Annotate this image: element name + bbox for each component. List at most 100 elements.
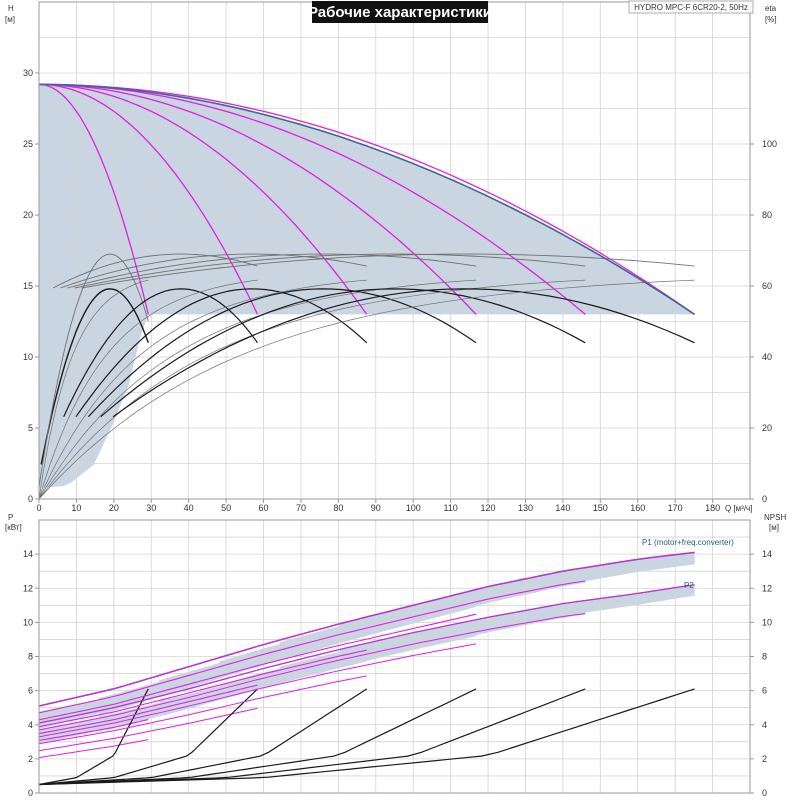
p-axis-label: P — [8, 513, 13, 522]
power-curve-variable-speed-p2-3 — [38, 675, 367, 745]
h-tick-label-25: 25 — [23, 139, 33, 149]
h-tick-label-5: 5 — [28, 423, 33, 433]
efficiency-curve-4 — [67, 253, 477, 289]
q-axis-label: Q [м³/ч] — [725, 504, 752, 513]
eta-tick-label-20: 20 — [762, 423, 772, 433]
head-curve-variable-speed-5 — [38, 83, 586, 315]
power-curve-variable-speed-p2-2 — [38, 707, 258, 752]
system-curve-1 — [38, 279, 149, 500]
frame-layer — [35, 1, 754, 794]
head-curve-fixed-speed-1 — [40, 288, 149, 465]
npsh-tick-label-10: 10 — [762, 617, 772, 627]
q-tick-label-90: 90 — [371, 503, 381, 513]
p-tick-label-4: 4 — [28, 720, 33, 730]
efficiency-curve-6 — [81, 253, 695, 289]
npsh-curve-4 — [38, 688, 477, 786]
power-curve-variable-speed-p2-1 — [38, 739, 149, 759]
head-curve-fixed-speed-2 — [63, 288, 258, 417]
p-tick-label-8: 8 — [28, 652, 33, 662]
system-curve-6 — [38, 279, 695, 500]
efficiency-curve-1 — [38, 253, 149, 487]
p-tick-label-6: 6 — [28, 686, 33, 696]
power-curve-variable-speed-p1-2 — [38, 684, 258, 735]
npsh-curve-1 — [38, 688, 149, 786]
p1-series-label: P1 (motor+freq.converter) — [642, 538, 734, 547]
eta-tick-label-60: 60 — [762, 281, 772, 291]
q-tick-label-60: 60 — [259, 503, 269, 513]
power-curve-variable-speed-p2-4 — [38, 643, 477, 738]
q-tick-label-30: 30 — [146, 503, 156, 513]
p2-series-label: P2 — [684, 581, 694, 590]
head-curve-variable-speed-2 — [38, 83, 259, 315]
npsh-axis-unit: [м] — [769, 523, 779, 532]
curves-layer — [38, 83, 696, 786]
p-tick-label-0: 0 — [28, 788, 33, 798]
system-curve-3 — [38, 279, 367, 500]
eta-tick-label-80: 80 — [762, 210, 772, 220]
operating-region-layer — [39, 84, 695, 745]
power-band-p1-6 — [339, 552, 695, 641]
q-tick-label-10: 10 — [71, 503, 81, 513]
q-tick-label-50: 50 — [221, 503, 231, 513]
eta-tick-label-100: 100 — [762, 139, 777, 149]
head-curve-variable-speed-4 — [38, 83, 477, 315]
q-tick-label-130: 130 — [518, 503, 533, 513]
npsh-tick-label-6: 6 — [762, 686, 767, 696]
head-curve-variable-speed-3 — [38, 83, 368, 315]
eta-axis-unit: [%] — [765, 15, 777, 24]
q-tick-label-150: 150 — [593, 503, 608, 513]
npsh-tick-label-2: 2 — [762, 754, 767, 764]
efficiency-curve-5 — [74, 253, 586, 289]
power-curve-variable-speed-p1-3 — [38, 649, 367, 728]
q-tick-label-70: 70 — [296, 503, 306, 513]
head-curve-fixed-speed-3 — [75, 288, 368, 418]
npsh-tick-label-14: 14 — [762, 549, 772, 559]
model-label-box — [628, 0, 754, 14]
power-curve-variable-speed-p1-4 — [38, 613, 477, 721]
eta-tick-label-0: 0 — [762, 494, 767, 504]
chart-title: Рабочие характеристики — [308, 4, 492, 21]
power-curve-variable-speed-p1-6 — [38, 551, 695, 707]
q-tick-label-100: 100 — [406, 503, 421, 513]
h-axis-label: H — [8, 4, 14, 13]
efficiency-curve-3 — [60, 253, 367, 289]
q-tick-label-80: 80 — [333, 503, 343, 513]
p-tick-label-12: 12 — [23, 583, 33, 593]
h-tick-label-20: 20 — [23, 210, 33, 220]
head-curve-fixed-speed-5 — [100, 288, 586, 418]
text-layer: 0 10 20 30 40 50 60 70 80 90 100 110 120 130 140 150 160… — [23, 68, 777, 798]
q-tick-label-0: 0 — [36, 503, 41, 513]
head-curve-fixed-speed-4 — [87, 288, 477, 418]
h-tick-label-10: 10 — [23, 352, 33, 362]
h-axis-unit: [м] — [5, 15, 15, 24]
q-tick-label-180: 180 — [705, 503, 720, 513]
power-curve-variable-speed-p2-5 — [38, 613, 586, 731]
efficiency-curve-2 — [52, 253, 258, 289]
operating-region-head — [39, 84, 695, 500]
npsh-tick-label-12: 12 — [762, 583, 772, 593]
power-curve-variable-speed-p2-6 — [38, 584, 695, 724]
eta-tick-label-40: 40 — [762, 352, 772, 362]
head-curve-fixed-speed-6 — [112, 288, 695, 418]
head-curve-variable-speed-6 — [38, 83, 695, 315]
p-tick-label-10: 10 — [23, 617, 33, 627]
head-curve-variable-speed-1 — [38, 83, 149, 315]
q-tick-label-170: 170 — [668, 503, 683, 513]
p-tick-label-2: 2 — [28, 754, 33, 764]
h-tick-label-30: 30 — [23, 68, 33, 78]
q-tick-label-140: 140 — [555, 503, 570, 513]
q-tick-label-20: 20 — [109, 503, 119, 513]
power-curve-variable-speed-p1-5 — [38, 580, 586, 714]
q-tick-label-40: 40 — [184, 503, 194, 513]
eta-axis-label: eta — [765, 4, 777, 13]
npsh-axis-label: NPSH — [764, 513, 786, 522]
npsh-curve-2 — [38, 688, 258, 786]
model-label: HYDRO MPC-F 6CR20-2, 50Hz — [634, 3, 748, 12]
h-tick-label-15: 15 — [23, 281, 33, 291]
p-axis-unit: [кВт] — [5, 523, 22, 532]
system-curve-2 — [38, 279, 258, 500]
npsh-tick-label-0: 0 — [762, 788, 767, 798]
npsh-tick-label-4: 4 — [762, 720, 767, 730]
